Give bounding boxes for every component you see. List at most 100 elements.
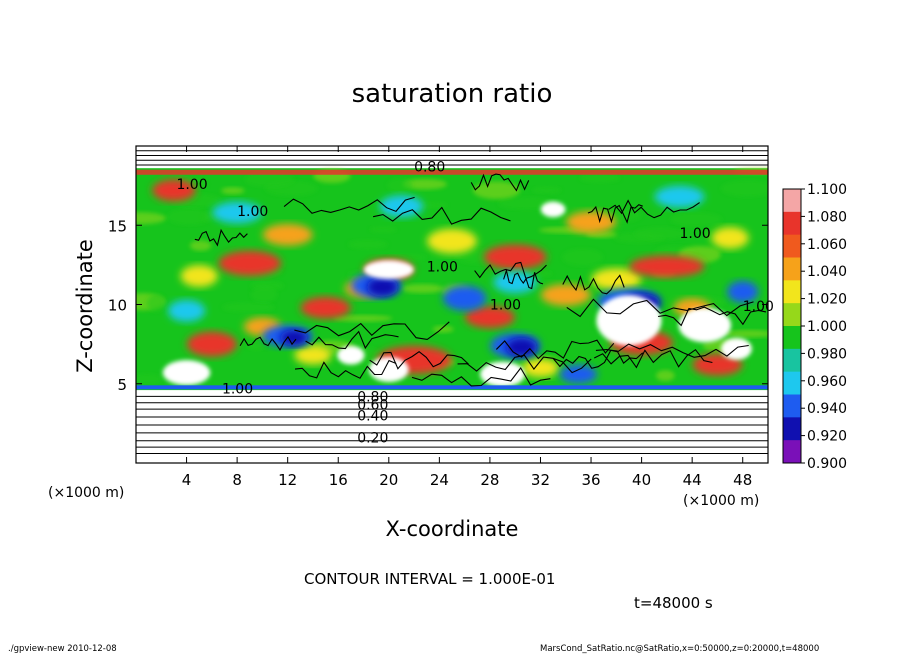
contour-line	[373, 206, 511, 225]
contour-line	[194, 228, 248, 247]
field-patch	[579, 173, 621, 183]
blue-region	[727, 280, 759, 303]
x-tick-label: 4	[182, 471, 192, 489]
contour-line	[562, 274, 625, 295]
orange-region	[540, 284, 591, 306]
cyan-region	[167, 299, 206, 322]
colorbar-label: 1.000	[807, 319, 847, 335]
contour-label: 1.00	[176, 177, 207, 193]
colorbar: 1.100 1.080 1.060 1.040 1.020 1.000 0.980 0.960…	[782, 182, 847, 472]
contour-line	[593, 348, 713, 369]
x-tick-label: 24	[430, 471, 449, 489]
colorbar-label: 0.980	[807, 346, 847, 362]
colorbar-label: 0.940	[807, 401, 847, 417]
contour-label: 1.00	[222, 382, 253, 398]
red-region	[692, 353, 743, 376]
contour-label: 0.20	[357, 431, 388, 447]
footer-right: MarsCond_SatRatio.nc@SatRatio,x=0:50000,…	[540, 644, 819, 654]
orange-region	[566, 211, 616, 234]
saturation-field	[136, 167, 768, 391]
cyan-region	[379, 195, 424, 218]
chart-title: saturation ratio	[352, 79, 553, 109]
field-patch	[724, 329, 768, 338]
red-region	[152, 179, 196, 202]
colorbar-label: 1.020	[807, 292, 847, 308]
contour-line	[294, 359, 397, 379]
red-region	[300, 296, 351, 319]
contour-label: 1.00	[427, 259, 458, 275]
colorbar-swatch	[783, 257, 801, 281]
contour-line	[503, 268, 544, 290]
field-patch	[472, 181, 521, 200]
field-patch	[250, 287, 278, 303]
contour-line	[294, 321, 450, 340]
x-tick-label: 40	[632, 471, 651, 489]
y-tick-label: 15	[108, 217, 127, 235]
contour-line	[658, 306, 767, 327]
field-patch	[244, 171, 295, 187]
contour-interval-text: CONTOUR INTERVAL = 1.000E-01	[304, 570, 555, 588]
contour-line	[411, 367, 551, 387]
field-patch	[189, 240, 212, 251]
field-patch	[498, 197, 557, 210]
bottom-blue-streak	[136, 385, 768, 390]
colorbar-swatch	[783, 417, 801, 441]
field-patch	[347, 239, 388, 250]
contour-line	[474, 261, 547, 280]
contour-line	[595, 343, 749, 358]
white-region	[480, 361, 525, 387]
colorbar-swatch	[783, 326, 801, 350]
y-tick-label: 10	[108, 297, 127, 315]
x-tick-label: 32	[531, 471, 550, 489]
field-patch	[402, 178, 447, 190]
yellow-region	[427, 228, 477, 254]
colorbar-swatch	[783, 394, 801, 418]
contour-label: 1.00	[237, 204, 268, 220]
white-region	[596, 295, 662, 346]
y-axis-ticks: 5 10 15	[108, 217, 768, 394]
field-patch	[332, 314, 393, 322]
field-patch	[532, 186, 562, 194]
contour-lines	[136, 150, 768, 454]
contour-label: 0.60	[357, 397, 388, 413]
contour-label: 1.00	[680, 226, 711, 242]
field-patch	[167, 208, 212, 225]
contour-line	[369, 351, 469, 370]
yellow-region	[180, 265, 218, 287]
yellow-region	[711, 227, 749, 249]
colorbar-label: 1.040	[807, 264, 847, 280]
blue-region	[442, 285, 487, 311]
contour-label: 0.80	[357, 389, 388, 405]
navy-region	[506, 337, 537, 357]
colorbar-swatch	[783, 211, 801, 236]
contour-line	[566, 298, 754, 318]
colorbar-swatch	[783, 371, 801, 395]
field-patch	[432, 325, 454, 333]
time-text: t=48000 s	[634, 594, 713, 612]
cyan-region	[212, 201, 263, 224]
colorbar-swatch	[783, 234, 801, 258]
field-patch	[562, 248, 603, 266]
x-axis-label: X-coordinate	[386, 517, 519, 541]
field-patch	[401, 284, 444, 294]
yellow-region	[521, 358, 560, 378]
field-patch	[369, 226, 397, 233]
contour-label: 1.00	[743, 299, 774, 315]
white-region	[368, 356, 409, 382]
field-patch	[247, 341, 266, 351]
x-tick-label: 48	[733, 471, 752, 489]
field-patch	[634, 227, 686, 240]
field-patch	[136, 373, 163, 385]
top-red-streak	[136, 169, 768, 175]
navy-region	[367, 277, 398, 297]
colorbar-swatch	[783, 280, 801, 304]
x-tick-label: 44	[683, 471, 702, 489]
colorbar-swatch	[783, 348, 801, 373]
cyan-region	[654, 185, 705, 208]
x-tick-label: 12	[278, 471, 297, 489]
field-patch	[386, 254, 428, 261]
contour-line	[457, 354, 592, 374]
field-patch	[720, 180, 768, 197]
contour-line	[305, 330, 399, 350]
